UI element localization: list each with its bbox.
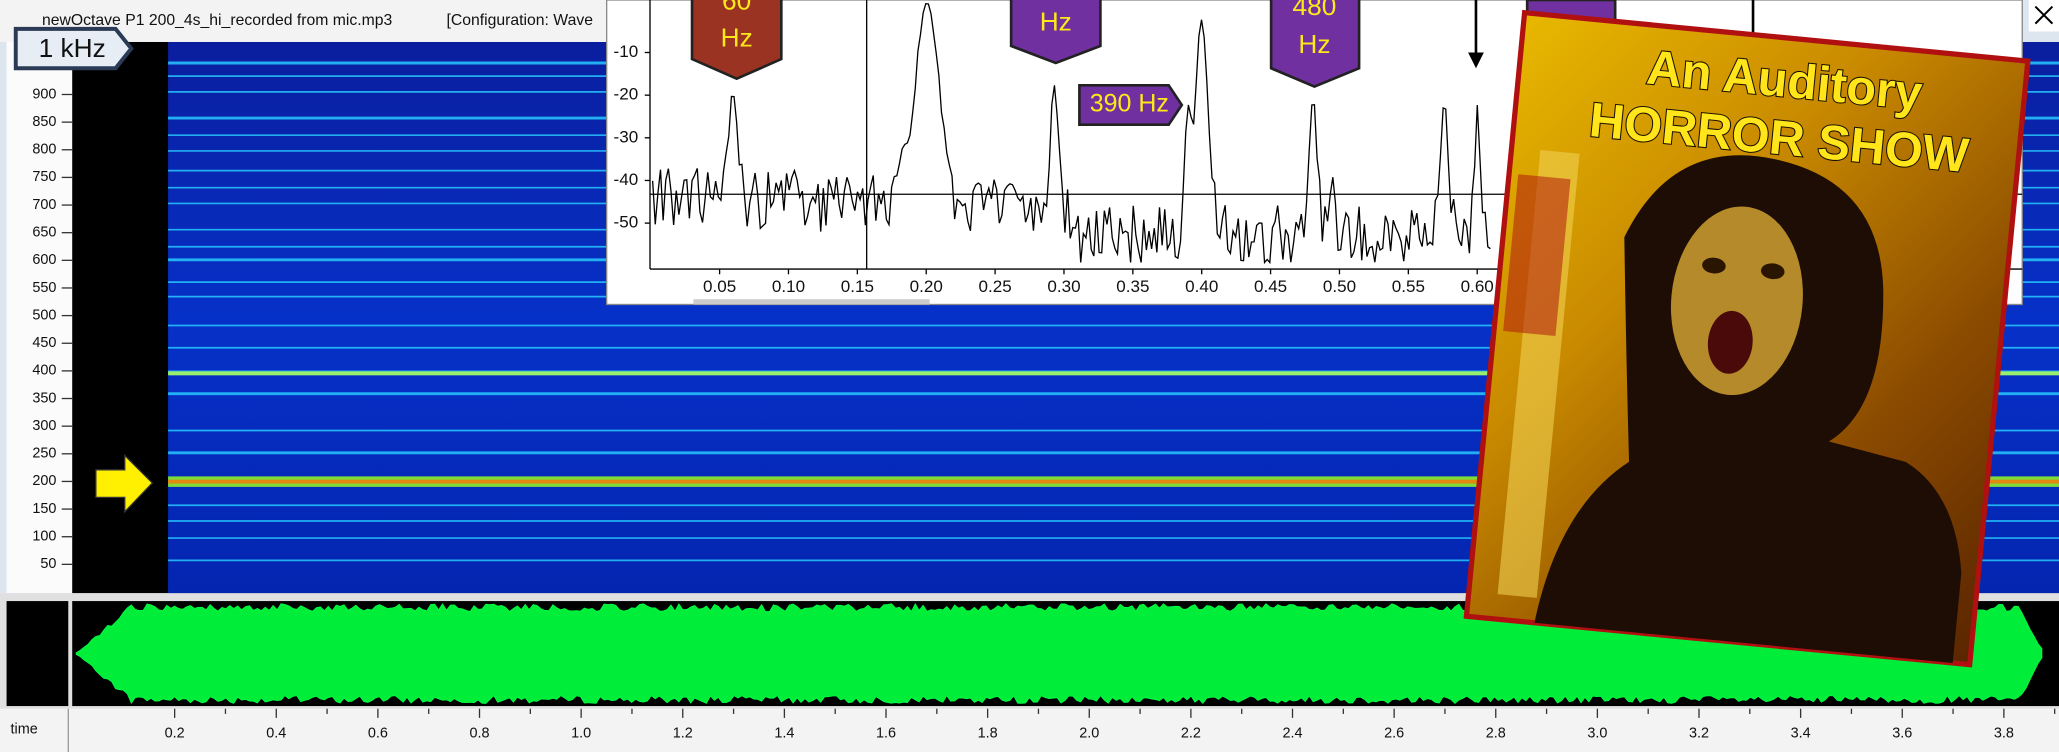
time-tick-label: 1.2	[673, 725, 693, 741]
freq-tick-label: 450	[32, 335, 56, 351]
time-tick-label: 0.2	[165, 725, 185, 741]
freq-tick-label: 800	[32, 142, 56, 158]
time-tick-label: 1.6	[876, 725, 896, 741]
inset-y-tick-label: -10	[614, 42, 639, 61]
tag-390hz-label: 390 Hz	[1090, 90, 1169, 118]
time-tick-label: 2.8	[1486, 725, 1506, 741]
waveform-side	[7, 601, 69, 706]
time-tick-label: 1.4	[774, 725, 794, 741]
time-tick-label: 3.4	[1791, 725, 1811, 741]
poster: An Auditory HORROR SHOW	[1466, 13, 2027, 665]
time-tick-label: 1.8	[978, 725, 998, 741]
freq-tick-label: 650	[32, 225, 56, 241]
inset-x-tick-label: 0.45	[1254, 277, 1287, 296]
time-tick-label: 3.8	[1994, 725, 2014, 741]
page: {"window": {"title": "newOctave P1 200_4…	[0, 0, 2059, 752]
time-tick-label: 1.0	[571, 725, 591, 741]
freq-tick-label: 200	[32, 473, 56, 489]
inset-x-tick-label: 0.35	[1116, 277, 1149, 296]
time-tick-label: 2.6	[1384, 725, 1404, 741]
time-tick-label: 3.2	[1689, 725, 1709, 741]
freq-tick-label: 400	[32, 363, 56, 379]
time-label: time	[11, 722, 38, 738]
tag-purple-unit: Hz	[1040, 7, 1072, 37]
window-config: [Configuration: Wave	[446, 12, 593, 29]
freq-tick-label: 550	[32, 280, 56, 296]
freq-tick-label: 600	[32, 252, 56, 268]
inset-x-tick-label: 0.15	[841, 277, 874, 296]
window-title: newOctave P1 200_4s_hi_recorded from mic…	[42, 12, 393, 29]
time-tick-label: 2.4	[1282, 725, 1302, 741]
time-axis	[0, 709, 2059, 752]
inset-x-tick-label: 0.40	[1185, 277, 1218, 296]
tag-480hz-unit: Hz	[1298, 29, 1330, 59]
inset-x-tick-label: 0.50	[1323, 277, 1356, 296]
freq-tick-label: 900	[32, 86, 56, 102]
time-tick-label: 3.0	[1587, 725, 1607, 741]
tag-60hz-number: 60	[722, 0, 751, 16]
inset-x-tick-label: 0.60	[1461, 277, 1494, 296]
time-tick-label: 2.2	[1181, 725, 1201, 741]
time-tick-label: 0.6	[368, 725, 388, 741]
tag-60hz-unit: Hz	[721, 22, 753, 52]
time-tick-label: 0.8	[469, 725, 489, 741]
freq-tick-label: 300	[32, 418, 56, 434]
time-tick-label: 3.6	[1892, 725, 1912, 741]
screenshot: newOctave P1 200_4s_hi_recorded from mic…	[0, 0, 2059, 752]
inset-y-tick-label: -30	[614, 127, 639, 146]
time-tick-label: 0.4	[266, 725, 286, 741]
freq-tick-label: 750	[32, 169, 56, 185]
freq-tick-label: 250	[32, 446, 56, 462]
freq-tick-label: 100	[32, 529, 56, 545]
inset-x-tick-label: 0.25	[978, 277, 1011, 296]
badge: 1 kHz	[39, 33, 106, 63]
freq-tick-label: 350	[32, 390, 56, 406]
scrollbar	[693, 299, 929, 304]
inset-y-tick-label: -40	[614, 170, 639, 189]
freq-tick-label: 850	[32, 114, 56, 130]
freq-tick-label: 150	[32, 501, 56, 517]
tag-480hz-number: 480	[1293, 0, 1337, 21]
inset-x-tick-label: 0.10	[772, 277, 805, 296]
freq-tick-label: 700	[32, 197, 56, 213]
inset-y-tick-label: -50	[614, 213, 639, 232]
inset-x-tick-label: 0.55	[1392, 277, 1425, 296]
inset-x-tick-label: 0.30	[1047, 277, 1080, 296]
freq-tick-label: 500	[32, 307, 56, 323]
time-tick-label: 2.0	[1079, 725, 1099, 741]
freq-tick-label: 50	[40, 556, 56, 572]
inset-x-tick-label: 0.05	[703, 277, 736, 296]
inset-y-tick-label: -20	[614, 85, 639, 104]
inset-x-tick-label: 0.20	[910, 277, 943, 296]
